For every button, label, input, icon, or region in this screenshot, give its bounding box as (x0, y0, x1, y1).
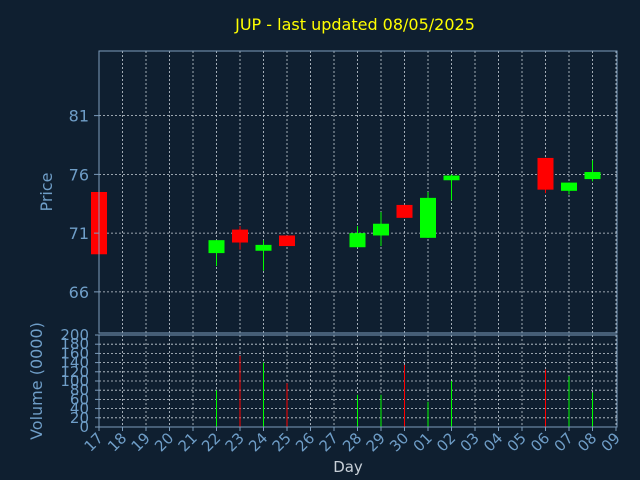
x-tick-label: 29 (363, 429, 389, 455)
volume-tick-label: 80 (70, 381, 89, 399)
candle-29 (373, 211, 389, 247)
candle-24 (255, 240, 272, 271)
volume-tick-label: 40 (70, 400, 89, 418)
chart-title: JUP - last updated 08/05/2025 (234, 15, 475, 34)
x-tick-label: 28 (339, 429, 365, 455)
x-tick-label: 21 (175, 429, 201, 455)
candle-body (373, 223, 389, 236)
volume-tick-label: 20 (70, 409, 89, 427)
volume-tick-label: 180 (60, 335, 89, 353)
price-panel-grid (99, 51, 617, 333)
candle-body (561, 182, 577, 191)
volume-tick-label: 100 (60, 372, 89, 390)
x-tick-label: 24 (245, 429, 271, 455)
volume-tick-label: 200 (60, 326, 89, 344)
price-panel-frame (98, 50, 618, 334)
candle-30 (396, 204, 413, 218)
price-axis: 66 71 76 81 (69, 107, 99, 302)
x-tick-label: 08 (574, 429, 600, 455)
volume-tick-label: 0 (79, 418, 89, 436)
x-axis-label: Day (333, 458, 363, 476)
x-tick-label: 25 (269, 429, 295, 455)
candle-22 (208, 240, 225, 267)
candle-25 (279, 235, 295, 247)
price-candles (91, 157, 601, 271)
price-tick-label: 76 (69, 165, 89, 184)
price-tick-label: 81 (69, 107, 89, 126)
candle-body (208, 240, 225, 254)
x-tick-label: 03 (457, 429, 483, 455)
volume-axis-label: Volume (0000) (27, 322, 46, 440)
candle-08 (584, 160, 601, 182)
x-tick-label: 06 (527, 429, 553, 455)
x-axis: 1718192021222324252627282930010203040506… (81, 427, 624, 455)
candle-body (279, 235, 295, 247)
x-tick-label: 27 (316, 429, 342, 455)
volume-tick-label: 120 (60, 363, 89, 381)
x-tick-label: 18 (104, 429, 130, 455)
candle-body (396, 204, 413, 218)
volume-tick-label: 140 (60, 354, 89, 372)
volume-tick-label: 60 (70, 390, 89, 408)
volume-tick-label: 160 (60, 344, 89, 362)
x-tick-label: 07 (551, 429, 577, 455)
x-tick-label: 20 (151, 429, 177, 455)
candle-body (443, 175, 460, 181)
candle-body (537, 157, 554, 190)
candle-02 (443, 174, 460, 201)
candle-body (349, 233, 366, 248)
x-tick-label: 05 (504, 429, 530, 455)
candle-23 (232, 226, 248, 250)
x-tick-label: 26 (292, 429, 318, 455)
x-tick-label: 30 (386, 429, 412, 455)
x-tick-label: 04 (480, 429, 506, 455)
candle-body (232, 229, 248, 243)
candle-body (255, 244, 272, 251)
x-tick-label: 01 (410, 429, 436, 455)
candle-06 (537, 157, 554, 194)
candle-28 (349, 226, 366, 248)
price-tick-label: 66 (69, 283, 89, 302)
price-tick-label: 71 (69, 224, 89, 243)
x-tick-label: 23 (222, 429, 248, 455)
x-tick-label: 19 (128, 429, 154, 455)
candle-01 (420, 192, 436, 238)
x-tick-label: 09 (598, 429, 624, 455)
candle-body (420, 197, 436, 238)
candle-07 (561, 182, 577, 195)
candle-body (584, 172, 601, 180)
x-tick-label: 22 (198, 429, 224, 455)
price-axis-label: Price (37, 172, 56, 211)
volume-bars (216, 355, 593, 427)
x-tick-label: 02 (433, 429, 459, 455)
